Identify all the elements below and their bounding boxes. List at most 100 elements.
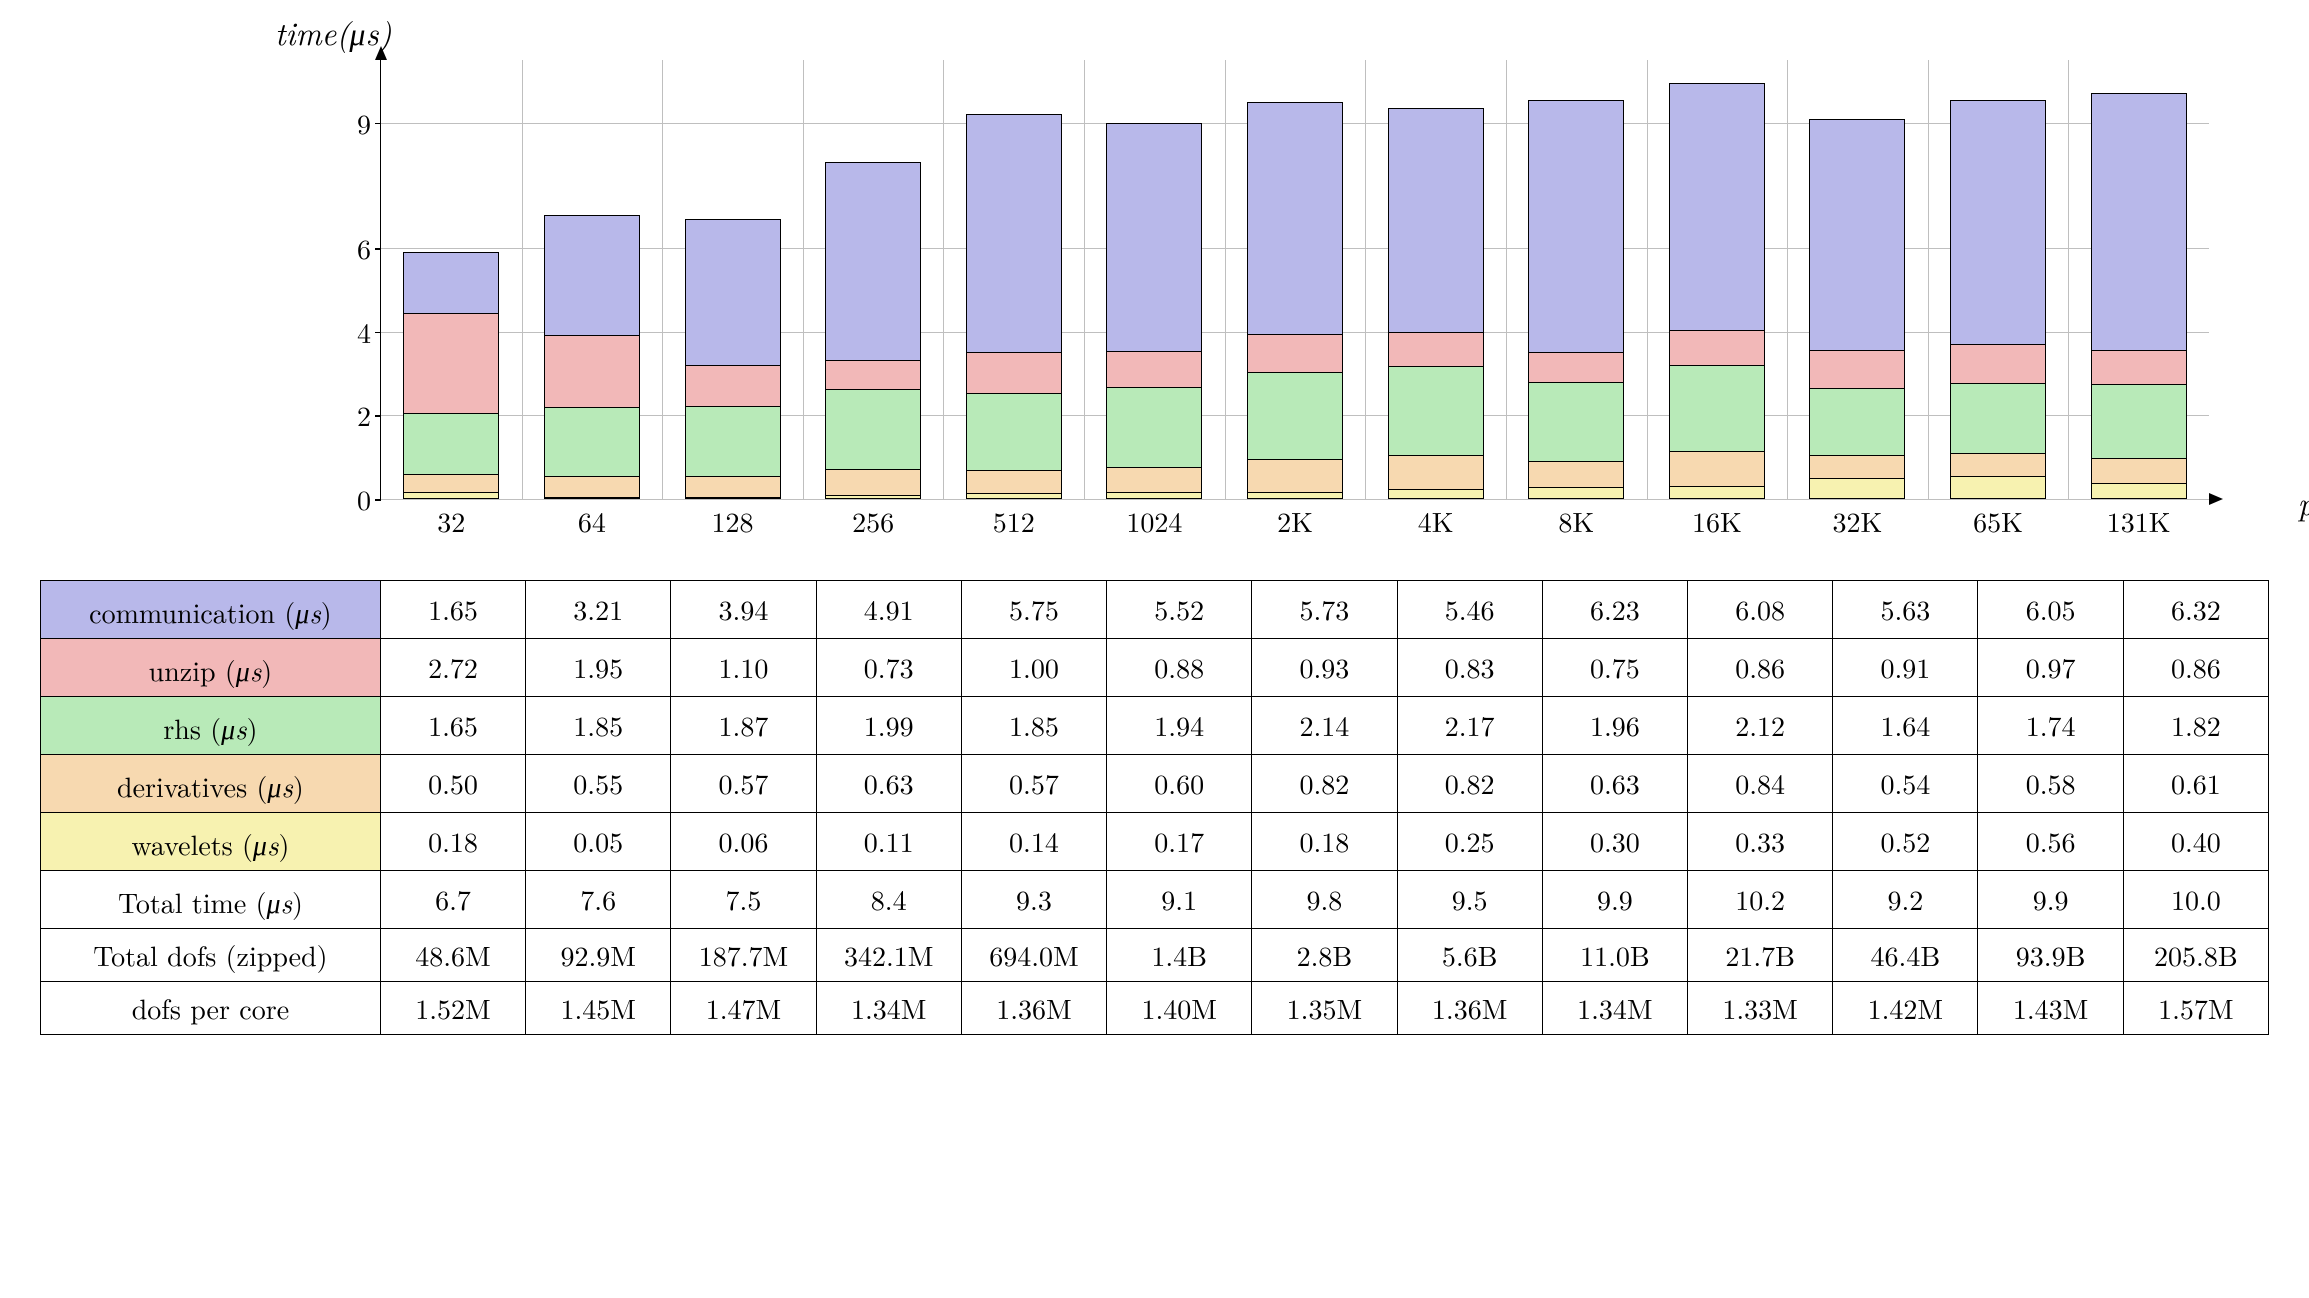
bar-segment-rhs [403,413,499,474]
bar-segment-derivatives [1388,455,1484,489]
bar-stack [1106,123,1202,499]
y-tick-mark [375,248,381,250]
table-cell: 342.1M [816,928,961,981]
table-cell: 0.57 [961,754,1106,812]
table-cell: 0.06 [671,812,816,870]
gridline-vertical [943,60,944,499]
table-cell: 0.33 [1688,812,1833,870]
x-tick-label: 128 [712,501,754,541]
x-tick-label: 256 [852,501,894,541]
bar-segment-derivatives [1528,461,1624,486]
figure-container: time(μs) p 02469326412825651210242K4K8K1… [40,40,2269,1035]
table-cell: 0.88 [1107,638,1252,696]
table-cell: 21.7B [1688,928,1833,981]
table-cell: 0.84 [1688,754,1833,812]
table-cell: 0.55 [526,754,671,812]
bar-segment-unzip [966,352,1062,393]
bar-segment-communication [1809,119,1905,351]
bar-segment-unzip [1388,332,1484,366]
table-cell: 0.60 [1107,754,1252,812]
table-cell: 0.57 [671,754,816,812]
bar-segment-derivatives [825,469,921,494]
y-tick-label: 2 [341,395,371,435]
table-cell: 0.58 [1978,754,2123,812]
table-cell: 1.52M [380,981,525,1034]
table-cell: 187.7M [671,928,816,981]
table-cell: 0.54 [1833,754,1978,812]
table-cell: 9.1 [1107,870,1252,928]
bar-segment-rhs [1950,383,2046,453]
table-cell: 1.95 [526,638,671,696]
x-tick-label: 131K [2107,501,2171,541]
gridline-vertical [1084,60,1085,499]
table-cell: 7.6 [526,870,671,928]
bar-segment-wavelets [1950,476,2046,499]
bar-stack [1809,119,1905,499]
table-row: dofs per core1.52M1.45M1.47M1.34M1.36M1.… [41,981,2269,1034]
table-cell: 0.75 [1542,638,1687,696]
table-cell: 1.36M [961,981,1106,1034]
table-cell: 1.57M [2123,981,2268,1034]
table-cell: 93.9B [1978,928,2123,981]
bar-segment-unzip [1809,350,1905,387]
bar-segment-derivatives [1247,459,1343,492]
row-label-wavelets: wavelets (μs) [41,812,381,870]
plot-region: 02469326412825651210242K4K8K16K32K65K131… [380,60,2209,500]
bar-segment-wavelets [1247,492,1343,499]
table-cell: 5.63 [1833,581,1978,639]
table-cell: 8.4 [816,870,961,928]
table-cell: 0.63 [1542,754,1687,812]
bar-segment-derivatives [1106,467,1202,492]
bar-segment-unzip [1950,344,2046,383]
bar-segment-unzip [2091,350,2187,385]
table-cell: 1.94 [1107,696,1252,754]
bar-segment-unzip [1669,330,1765,365]
table-row: Total time (μs)6.77.67.58.49.39.19.89.59… [41,870,2269,928]
table-cell: 2.72 [380,638,525,696]
bar-segment-rhs [544,407,640,476]
table-cell: 0.91 [1833,638,1978,696]
table-cell: 2.8B [1252,928,1397,981]
table-cell: 0.86 [2123,638,2268,696]
bar-stack [544,215,640,499]
bar-segment-communication [966,114,1062,352]
gridline-vertical [1787,60,1788,499]
row-label-total_dofs: Total dofs (zipped) [41,928,381,981]
bar-segment-unzip [1247,334,1343,372]
bar-segment-rhs [1247,372,1343,459]
table-cell: 1.34M [816,981,961,1034]
table-cell: 6.05 [1978,581,2123,639]
table-cell: 1.99 [816,696,961,754]
x-tick-label: 2K [1277,501,1313,541]
table-cell: 11.0B [1542,928,1687,981]
table-cell: 0.93 [1252,638,1397,696]
bar-segment-rhs [685,406,781,475]
y-tick-label: 6 [341,228,371,268]
gridline-vertical [803,60,804,499]
bar-segment-communication [1669,83,1765,330]
bar-segment-wavelets [2091,483,2187,499]
row-label-unzip: unzip (μs) [41,638,381,696]
table-row: wavelets (μs)0.180.050.060.110.140.170.1… [41,812,2269,870]
bar-segment-communication [685,219,781,365]
bar-segment-unzip [544,335,640,408]
table-cell: 6.7 [380,870,525,928]
table-cell: 1.10 [671,638,816,696]
row-label-rhs: rhs (μs) [41,696,381,754]
gridline-vertical [1365,60,1366,499]
bar-stack [966,114,1062,499]
y-tick-label: 9 [341,103,371,143]
gridline-vertical [1928,60,1929,499]
bar-segment-unzip [1528,352,1624,382]
y-axis-arrow-icon [375,46,387,60]
bar-segment-communication [544,215,640,335]
table-cell: 7.5 [671,870,816,928]
bar-segment-rhs [2091,384,2187,458]
table-cell: 1.85 [961,696,1106,754]
gridline-horizontal [381,499,2209,500]
table-cell: 0.25 [1397,812,1542,870]
bar-segment-communication [1528,100,1624,352]
x-tick-label: 64 [578,501,606,541]
y-tick-mark [375,415,381,417]
y-tick-mark [375,499,381,501]
